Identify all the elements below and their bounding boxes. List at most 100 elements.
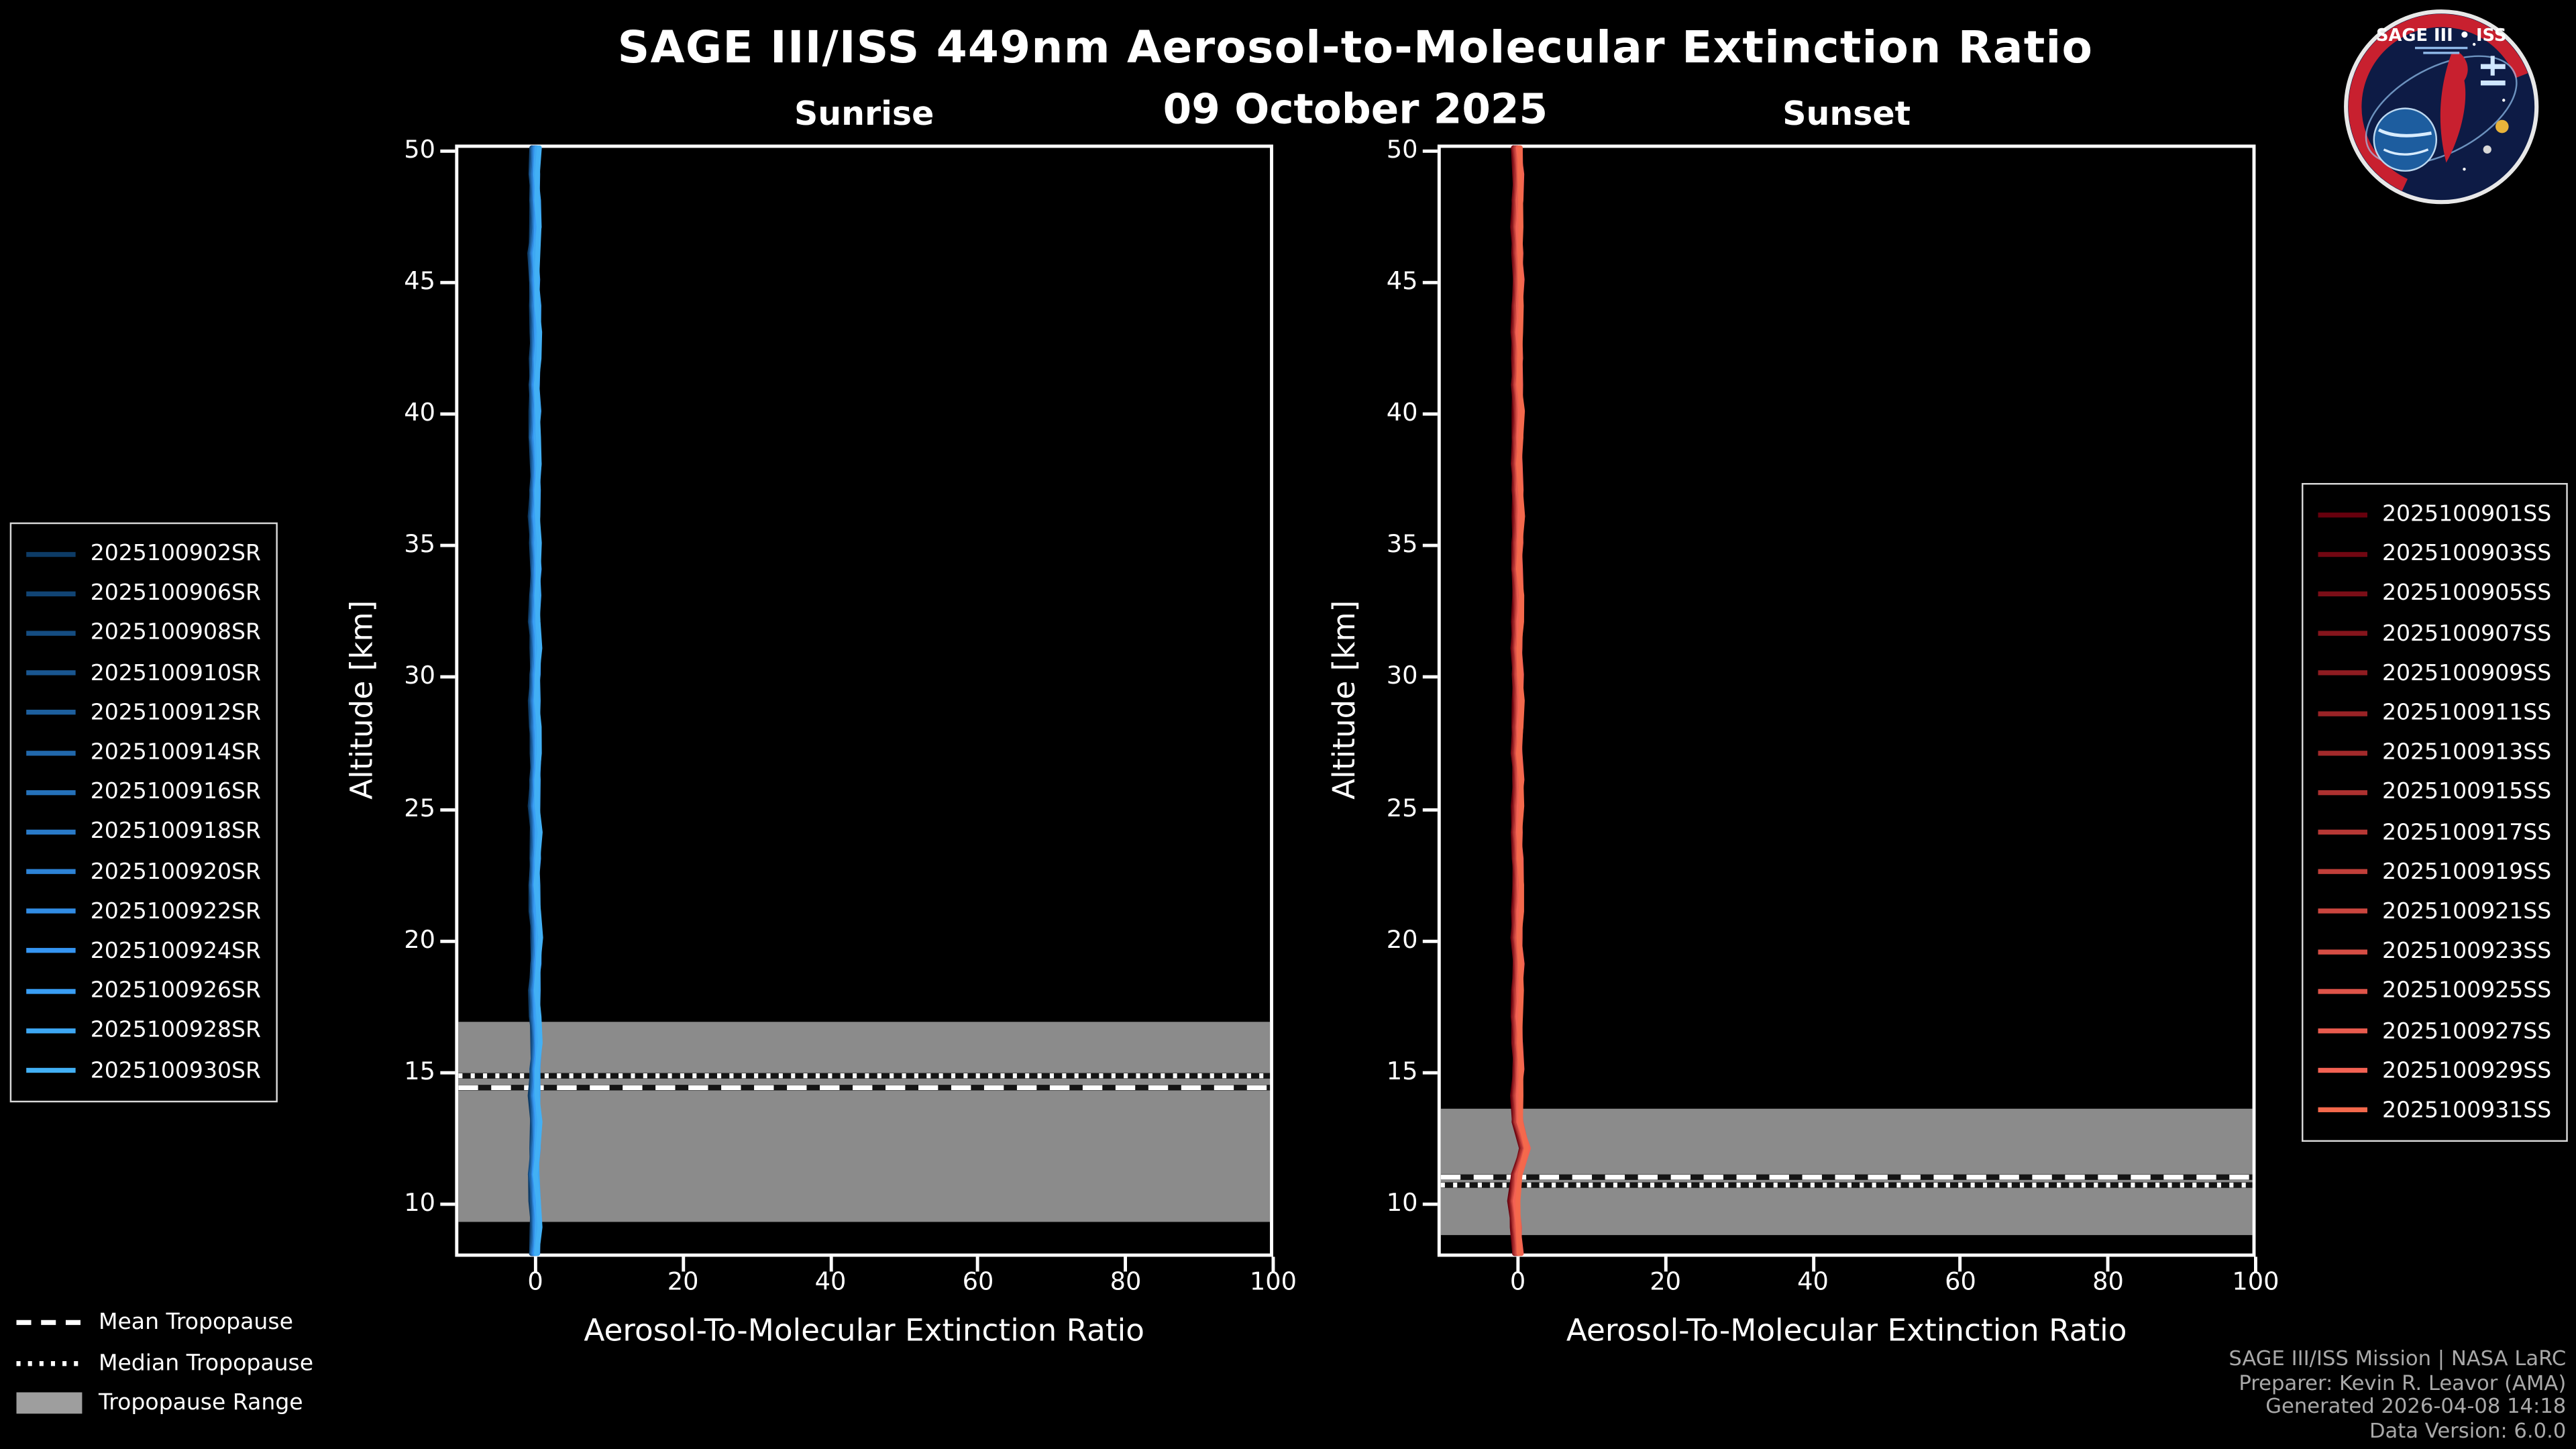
legend-item: 2025100920SR xyxy=(26,852,261,892)
plot-canvas-sunrise xyxy=(458,145,1271,1256)
legend-item: 2025100922SR xyxy=(26,892,261,931)
legend-item: 2025100903SS xyxy=(2318,534,2551,574)
series-line-2025100931SS xyxy=(1515,145,1529,1256)
legend-item: 2025100931SS xyxy=(2318,1091,2551,1130)
logo-star xyxy=(2472,42,2476,46)
legend-item: 2025100911SS xyxy=(2318,693,2551,733)
legend-label: 2025100926SR xyxy=(90,977,262,1004)
legend-item: 2025100908SR xyxy=(26,613,261,653)
legend-item: 2025100915SS xyxy=(2318,773,2551,812)
legend-label: 2025100901SS xyxy=(2381,501,2552,528)
x-tick-mark xyxy=(828,1256,833,1272)
y-tick-mark xyxy=(1422,807,1438,811)
legend-item: 2025100929SS xyxy=(2318,1051,2551,1090)
legend-line-sample xyxy=(26,631,76,636)
legend-item: 2025100909SS xyxy=(2318,653,2551,693)
y-tick-label: 30 xyxy=(1386,661,1418,691)
legend-label: 2025100915SS xyxy=(2381,779,2552,806)
sage-iii-iss-logo: SAGE III • ISS xyxy=(2344,9,2539,205)
legend-item: 2025100919SS xyxy=(2318,852,2551,892)
legend-item: 2025100910SR xyxy=(26,653,261,693)
legend-label: 2025100916SR xyxy=(90,779,262,806)
x-axis-label-sunset: Aerosol-To-Molecular Extinction Ratio xyxy=(1566,1314,2127,1349)
x-tick-mark xyxy=(2254,1256,2257,1272)
legend-label: 2025100921SS xyxy=(2381,898,2552,925)
range-patch-sample xyxy=(16,1392,83,1414)
legend-label: 2025100913SS xyxy=(2381,739,2552,766)
logo-planet-dot xyxy=(2483,145,2491,154)
legend-label: 2025100905SS xyxy=(2381,580,2552,607)
y-tick-mark xyxy=(1422,1202,1438,1206)
x-tick-mark xyxy=(1959,1256,1962,1272)
legend-line-sample xyxy=(26,670,76,676)
legend-label: 2025100911SS xyxy=(2381,700,2552,727)
credits-data-version: Data Version: 6.0.0 xyxy=(2369,1417,2567,1442)
y-tick-mark xyxy=(440,939,455,943)
legend-line-sample xyxy=(26,551,76,557)
legend-line-sample xyxy=(2318,1028,2367,1034)
legend-label: 2025100925SS xyxy=(2381,977,2552,1005)
legend-item: 2025100917SS xyxy=(2318,812,2551,852)
y-tick-label: 10 xyxy=(1386,1187,1418,1218)
legend-line-sample xyxy=(26,1067,76,1073)
tropopause-range-band xyxy=(1440,1108,2253,1236)
legend-item: 2025100927SS xyxy=(2318,1011,2551,1051)
y-tick-mark xyxy=(1422,544,1438,548)
legend-label: Tropopause Range xyxy=(98,1389,303,1417)
x-tick-label: 20 xyxy=(1650,1267,1681,1297)
y-tick-label: 20 xyxy=(404,924,435,955)
legend-label: 2025100928SR xyxy=(90,1017,262,1044)
legend-item: 2025100906SR xyxy=(26,574,261,613)
legend-line-sample xyxy=(2318,631,2367,637)
dotted-line-sample xyxy=(16,1360,83,1366)
legend-line-sample xyxy=(2318,869,2367,875)
credits-block: SAGE III/ISS Mission | NASA LaRC Prepare… xyxy=(2229,1346,2567,1442)
logo-moon xyxy=(2496,119,2509,133)
plot-canvas-sunset xyxy=(1440,145,2253,1256)
x-tick-mark xyxy=(1271,1256,1275,1272)
legend-line-sample xyxy=(2318,1068,2367,1073)
legend-line-sample xyxy=(2318,1108,2367,1113)
legend-line-sample xyxy=(2318,750,2367,755)
legend-label: 2025100908SR xyxy=(90,620,262,647)
series-line-2025100930SR xyxy=(533,145,543,1256)
x-tick-label: 60 xyxy=(1945,1267,1976,1297)
legend-item-mean-tropopause: Mean Tropopause xyxy=(16,1309,293,1336)
legend-line-sample xyxy=(2318,671,2367,676)
y-tick-label: 35 xyxy=(404,529,435,559)
dashed-line-sample xyxy=(16,1320,83,1326)
legend-sunset-list: 2025100901SS 2025100903SS 2025100905SS 2025… xyxy=(2301,483,2568,1142)
y-tick-mark xyxy=(1422,1071,1438,1075)
logo-star xyxy=(2463,168,2466,171)
legend-item: 2025100913SS xyxy=(2318,733,2551,773)
x-tick-label: 100 xyxy=(2232,1267,2279,1297)
legend-line-sample xyxy=(26,1028,76,1034)
logo-iss-truss xyxy=(2490,56,2495,76)
legend-item: 2025100907SS xyxy=(2318,614,2551,653)
figure-title: SAGE III/ISS 449nm Aerosol-to-Molecular … xyxy=(617,23,2094,74)
legend-item: 2025100928SR xyxy=(26,1011,261,1051)
y-tick-label: 45 xyxy=(404,266,435,297)
x-axis-label-sunrise: Aerosol-To-Molecular Extinction Ratio xyxy=(584,1314,1144,1349)
legend-line-sample xyxy=(26,829,76,835)
plot-sunset: 10 15 20 25 30 35 40 45 50 0 20 40 60 80 100 xyxy=(1387,135,2279,1296)
logo-iss-panel-2 xyxy=(2480,80,2506,86)
y-tick-label: 15 xyxy=(1386,1056,1418,1086)
y-tick-mark xyxy=(440,807,455,811)
legend-label: 2025100927SS xyxy=(2381,1018,2552,1044)
legend-item: 2025100930SR xyxy=(26,1051,261,1090)
x-tick-mark xyxy=(1124,1256,1128,1272)
logo-title: SAGE III • ISS xyxy=(2376,25,2506,46)
y-tick-label: 25 xyxy=(404,792,435,822)
y-tick-label: 25 xyxy=(1386,792,1418,822)
legend-label: 2025100923SS xyxy=(2381,938,2552,965)
logo-orbit-line xyxy=(2365,55,2518,165)
legend-label: 2025100918SR xyxy=(90,818,262,845)
legend-label: 2025100931SS xyxy=(2381,1097,2552,1124)
legend-line-sample xyxy=(26,750,76,755)
y-tick-mark xyxy=(440,281,455,284)
x-tick-label: 40 xyxy=(1797,1267,1829,1297)
y-tick-mark xyxy=(1422,281,1438,284)
legend-line-sample xyxy=(26,949,76,954)
